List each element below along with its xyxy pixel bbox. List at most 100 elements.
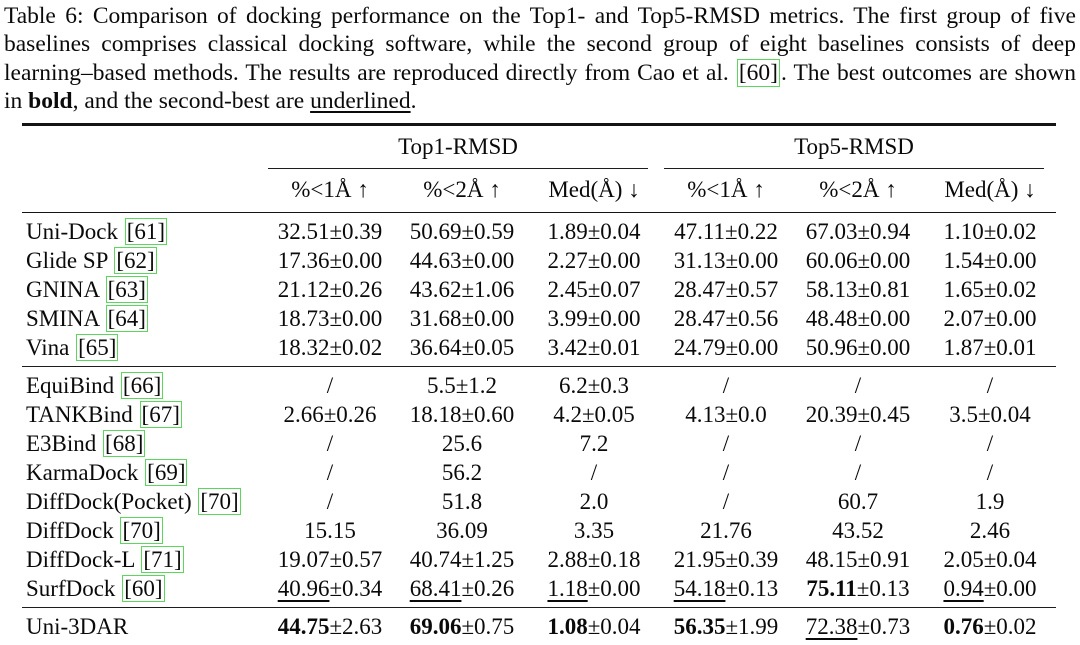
citation-link[interactable]: [70] [120,516,163,544]
metric-value: 2.45±0.07 [547,276,641,302]
value: / [854,459,862,485]
table-row: EquiBind [66] / 5.5±1.2 6.2±0.3 / / / [22,365,1056,400]
value: 1.87 [943,334,984,360]
value: 2.66 [283,401,324,427]
metric-value: 4.13±0.0 [685,401,767,427]
citation-link[interactable]: [68] [103,429,146,457]
value: 44.63 [409,247,462,273]
value: 5.5 [426,372,456,398]
metric-value: 67.03±0.94 [792,211,924,246]
method-name: KarmaDock [69] [22,458,264,487]
citation-link[interactable]: [66] [120,371,164,399]
value: 19.07 [277,546,330,572]
value: 40.74 [409,546,462,572]
value: 43.62 [409,276,462,302]
metric-value: 28.47±0.57 [673,276,779,302]
metric-value: 21.95±0.39 [673,546,779,572]
metric-value: 60.06±0.00 [805,247,911,273]
method-label: DiffDock(Pocket) [26,488,192,514]
caption-bold-word: bold [28,88,73,115]
group-header-label: Top1-RMSD [398,133,518,159]
metric-value: 2.05±0.04 [943,546,1037,572]
best-value: 75.11 [806,575,857,601]
value: 18.73 [277,305,330,331]
method-label: TANKBind [26,401,133,427]
metric-value: 2.0 [528,487,660,516]
method-label: Vina [26,334,70,360]
best-value: 69.06 [409,613,462,639]
value: 1.65 [943,276,984,302]
metric-value: 28.47±0.56 [673,305,779,331]
method-label: Glide SP [26,247,108,273]
second-best-value: 72.38 [805,613,858,639]
value: 2.27 [547,247,588,273]
metric-value: 75.11±0.13 [806,575,910,601]
metric-value: 69.06±0.75 [396,606,528,645]
value: 18.32 [277,334,330,360]
value: / [326,488,334,514]
value: 48.15 [805,546,858,572]
metric-value: 25.6 [396,429,528,458]
value: 2.46 [969,517,1011,543]
col-header-top1-pct-lt-2a: %<2Å ↑ [396,168,528,213]
metric-value: 1.87±0.01 [943,334,1037,360]
value: 4.2 [553,401,582,427]
citation-link[interactable]: [60] [122,574,165,602]
metric-value: 44.63±0.00 [409,247,515,273]
citation-link[interactable]: [62] [114,246,157,274]
citation-link[interactable]: [61] [124,217,168,245]
table-row: E3Bind [68] / 25.6 7.2 / / / [22,429,1056,458]
citation-link[interactable]: [71] [141,545,184,573]
best-value: 44.75 [277,613,330,639]
table-row: Glide SP [62] 17.36±0.00 44.63±0.00 2.27±0.… [22,246,1056,275]
metric-value: 48.15±0.91 [805,546,911,572]
value: 1.10 [943,218,984,244]
metric-value: 48.48±0.00 [805,305,911,331]
value: 28.47 [673,305,726,331]
metric-value: / [792,365,924,400]
group-header-row: Top1-RMSD Top5-RMSD [22,124,1056,169]
value: 1.54 [943,247,984,273]
citation-link[interactable]: [67] [139,400,182,428]
value: 28.47 [673,276,726,302]
value: / [854,430,862,456]
metric-value: / [792,458,924,487]
group-header-top5-rmsd: Top5-RMSD [660,124,1056,169]
metric-value: 40.74±1.25 [409,546,515,572]
citation-link[interactable]: [64] [105,304,148,332]
method-label: EquiBind [26,372,115,398]
metric-value: / [264,429,396,458]
metric-value: / [660,429,792,458]
metric-value: 31.68±0.00 [409,305,515,331]
metric-value: 1.10±0.02 [924,211,1056,246]
citation-link[interactable]: [70] [198,487,241,515]
table-row: SurfDock [60] 40.96±0.34 68.41±0.26 1.18±0.… [22,574,1056,608]
metric-value: / [792,429,924,458]
caption-text: . [410,88,417,115]
value: 15.15 [304,517,356,543]
value: 58.13 [805,276,858,302]
citation-link-60[interactable]: [60] [736,58,780,87]
value: / [986,459,994,485]
group-header-label: Top5-RMSD [794,133,914,159]
metric-value: 18.32±0.02 [277,334,383,360]
value: 2.45 [547,276,588,302]
value: / [326,372,334,398]
citation-link[interactable]: [69] [145,458,188,486]
table-row: DiffDock-L [71] 19.07±0.57 40.74±1.25 2.88±… [22,545,1056,574]
value: / [722,488,730,514]
citation-link[interactable]: [65] [76,333,119,361]
method-name: EquiBind [66] [22,365,264,400]
method-column-header-empty [22,124,264,169]
value: 50.96 [805,334,858,360]
metric-value: 32.51±0.39 [264,211,396,246]
method-name: Uni-3DAR [22,606,264,645]
value: 48.48 [805,305,858,331]
value: 43.52 [832,517,884,543]
method-name: DiffDock [70] [22,516,264,545]
value: / [326,430,334,456]
method-label: DiffDock [26,517,114,543]
citation-link[interactable]: [63] [105,275,148,303]
value: 3.5 [949,401,978,427]
method-name: TANKBind [67] [22,400,264,429]
